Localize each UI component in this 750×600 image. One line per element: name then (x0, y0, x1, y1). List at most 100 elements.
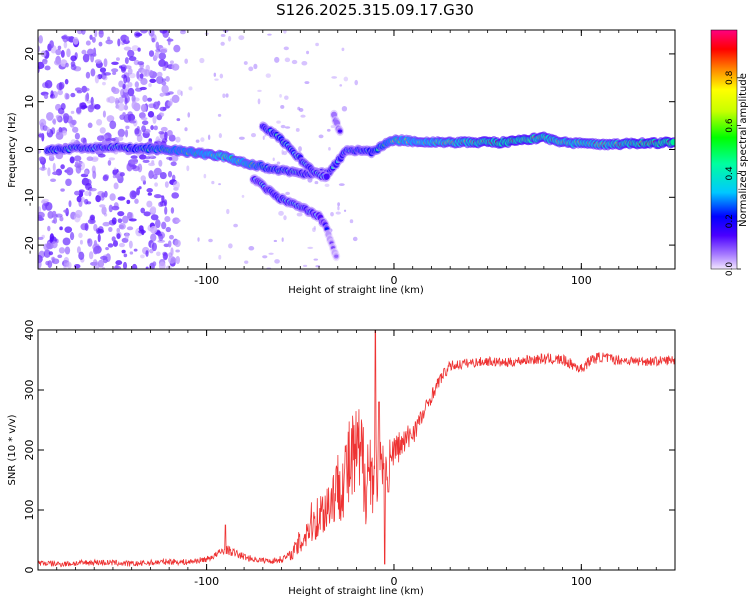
noise-speckle (124, 97, 128, 105)
noise-speckle (133, 248, 138, 252)
noise-speckle (78, 189, 85, 193)
noise-speckle (117, 128, 126, 138)
noise-speckle (148, 50, 155, 57)
noise-speckle (38, 211, 45, 219)
noise-speckle (134, 198, 139, 204)
noise-speckle (306, 50, 310, 55)
noise-speckle (41, 202, 47, 211)
noise-speckle (147, 192, 153, 196)
noise-speckle (171, 174, 176, 181)
noise-speckle (126, 199, 131, 205)
noise-speckle (63, 41, 68, 49)
noise-speckle (158, 52, 167, 60)
colorbar-frame (710, 29, 738, 270)
noise-speckle (278, 210, 284, 216)
noise-speckle (93, 239, 97, 247)
noise-speckle (52, 118, 57, 126)
noise-speckle (39, 118, 47, 128)
noise-speckle (66, 167, 74, 176)
noise-speckle (134, 81, 139, 88)
noise-speckle (131, 158, 139, 165)
noise-speckle (152, 169, 160, 176)
noise-speckle (175, 249, 180, 253)
noise-speckle (341, 47, 345, 52)
noise-speckle (101, 192, 105, 198)
noise-speckle (119, 172, 125, 177)
noise-speckle (297, 106, 301, 111)
noise-speckle (64, 78, 69, 85)
noise-speckle (111, 217, 117, 225)
noise-speckle (331, 76, 338, 79)
noise-speckle (99, 127, 106, 134)
noise-speckle (300, 114, 306, 118)
noise-speckle (265, 73, 271, 78)
noise-speckle (135, 32, 143, 37)
noise-speckle (280, 104, 285, 109)
noise-speckle (119, 65, 123, 69)
snr-ytick-label: 300 (23, 380, 36, 401)
noise-speckle (97, 259, 105, 268)
noise-speckle (87, 218, 96, 225)
noise-speckle (70, 110, 75, 114)
noise-speckle (170, 161, 177, 167)
noise-speckle (141, 228, 145, 236)
noise-speckle (109, 120, 117, 130)
noise-speckle (146, 200, 153, 208)
noise-speckle (217, 113, 222, 117)
noise-speckle (173, 44, 181, 53)
noise-speckle (108, 204, 113, 213)
noise-speckle (184, 127, 188, 132)
noise-speckle (328, 147, 331, 151)
noise-speckle (118, 223, 126, 230)
noise-speckle (141, 125, 146, 133)
noise-speckle (38, 35, 43, 44)
spectrogram-xtick-label: -100 (194, 274, 219, 287)
noise-speckle (72, 126, 79, 133)
spectrogram-ytick-label: 10 (23, 95, 36, 109)
noise-speckle (145, 250, 149, 257)
noise-speckle (123, 253, 128, 258)
noise-speckle (166, 129, 173, 137)
noise-speckle (117, 136, 124, 142)
noise-speckle (68, 200, 72, 208)
noise-speckle (102, 75, 108, 81)
noise-speckle (248, 66, 254, 72)
noise-speckle (160, 92, 166, 97)
noise-speckle (126, 211, 133, 220)
noise-speckle (122, 261, 128, 269)
noise-speckle (106, 115, 115, 123)
noise-speckle (111, 61, 119, 65)
noise-speckle (98, 41, 103, 47)
noise-speckle (88, 251, 94, 260)
noise-speckle (107, 243, 114, 248)
noise-speckle (157, 100, 161, 106)
noise-speckle (117, 218, 123, 223)
noise-speckle (218, 254, 222, 260)
noise-speckle (81, 30, 86, 35)
noise-speckle (144, 69, 150, 77)
noise-speckle (162, 65, 167, 71)
noise-speckle (203, 173, 207, 179)
noise-speckle (84, 190, 90, 197)
noise-speckle (244, 260, 249, 264)
noise-speckle (87, 238, 93, 247)
noise-speckle (352, 236, 358, 242)
noise-speckle (51, 210, 57, 218)
noise-speckle (120, 88, 124, 97)
noise-speckle (65, 93, 70, 100)
noise-speckle (103, 58, 108, 68)
noise-speckle (69, 119, 75, 128)
noise-speckle (93, 246, 99, 255)
noise-speckle (116, 233, 121, 240)
colorbar-tick-label: 0.2 (725, 214, 735, 228)
noise-speckle (131, 45, 139, 52)
spectrogram-xlabel: Height of straight line (km) (288, 285, 424, 296)
noise-speckle (174, 239, 181, 248)
colorbar-label: Normalized spectral amplitude (738, 73, 749, 227)
noise-speckle (160, 48, 168, 54)
noise-speckle (113, 182, 119, 190)
noise-speckle (335, 211, 341, 215)
noise-speckle (131, 263, 138, 269)
noise-speckle (51, 219, 56, 224)
noise-speckle (283, 46, 289, 51)
